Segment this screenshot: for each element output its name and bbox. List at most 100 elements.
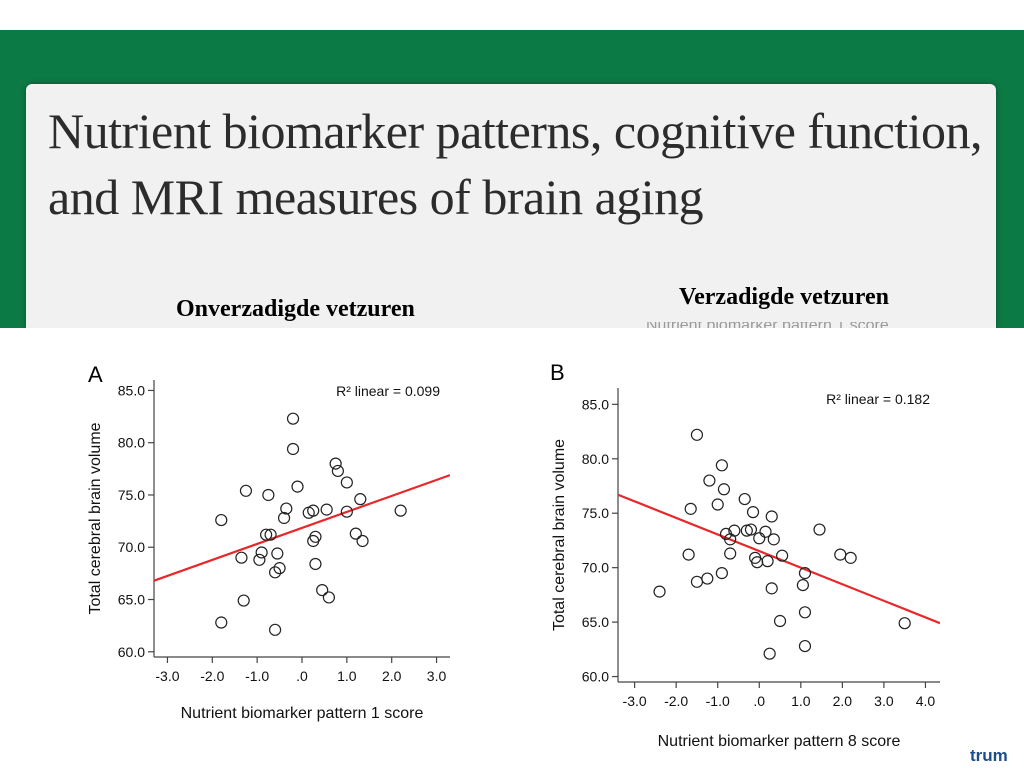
data-point bbox=[394, 504, 407, 517]
data-point bbox=[738, 492, 751, 506]
data-point bbox=[307, 534, 320, 548]
panel-label: B bbox=[550, 360, 565, 385]
chart-panel-b: B 60.0 65.0 70.0 75.0 80.0 85.0 -3.0 -2.0 -1.0 .0 1… bbox=[540, 352, 950, 760]
x-tick-label: 4.0 bbox=[916, 693, 936, 709]
data-point bbox=[286, 412, 300, 425]
data-point bbox=[340, 476, 353, 489]
data-point bbox=[291, 480, 304, 493]
figure-area bbox=[0, 328, 1024, 768]
data-point bbox=[215, 513, 228, 527]
data-point bbox=[715, 567, 728, 580]
y-axis-title: Total cerebral brain volume bbox=[551, 439, 568, 631]
x-axis-title: Nutrient biomarker pattern 8 score bbox=[658, 733, 901, 750]
data-point bbox=[349, 527, 362, 540]
x-tick-label: 3.0 bbox=[874, 693, 894, 709]
data-point bbox=[765, 582, 778, 595]
data-point bbox=[690, 428, 704, 441]
y-tick-label: 85.0 bbox=[118, 382, 145, 398]
data-point bbox=[767, 533, 780, 546]
data-point bbox=[356, 534, 369, 548]
footer-logo-text: trum bbox=[970, 746, 1008, 765]
data-point bbox=[268, 623, 282, 636]
scatter-chart-a: A 60.0 65.0 70.0 75.0 80.0 85.0 -3.0 -2.0 -1.0 .0 1… bbox=[87, 362, 450, 722]
data-point bbox=[834, 548, 847, 561]
y-tick-label: 75.0 bbox=[118, 487, 145, 503]
data-point bbox=[703, 474, 716, 487]
data-point bbox=[690, 575, 704, 588]
data-point bbox=[271, 547, 284, 560]
data-point bbox=[235, 551, 248, 564]
data-point bbox=[796, 578, 809, 592]
y-tick-label: 60.0 bbox=[118, 644, 145, 660]
data-point bbox=[280, 502, 293, 515]
data-point bbox=[239, 484, 253, 497]
x-tick-label: 1.0 bbox=[791, 693, 811, 709]
title-card bbox=[26, 84, 996, 328]
regression-line bbox=[618, 493, 940, 625]
data-point bbox=[653, 585, 666, 598]
data-point bbox=[765, 510, 778, 523]
data-point bbox=[813, 523, 826, 536]
x-tick-label: -2.0 bbox=[200, 668, 224, 684]
y-tick-label: 80.0 bbox=[582, 451, 609, 467]
data-point bbox=[711, 498, 724, 511]
data-point bbox=[776, 549, 789, 562]
r2-annotation: R² linear = 0.182 bbox=[826, 391, 930, 407]
data-point bbox=[264, 528, 277, 541]
r2-annotation: R² linear = 0.099 bbox=[336, 383, 440, 399]
slide-title: Nutrient biomarker patterns, cognitive f… bbox=[48, 103, 983, 225]
data-point bbox=[237, 594, 250, 607]
data-point bbox=[744, 523, 758, 536]
x-tick-label: -1.0 bbox=[245, 668, 269, 684]
data-point bbox=[773, 614, 787, 628]
scatter-chart-b: B 60.0 65.0 70.0 75.0 80.0 85.0 -3.0 -2.0 -1.0 .0 1… bbox=[550, 360, 940, 750]
data-point bbox=[354, 493, 367, 506]
data-point bbox=[277, 511, 291, 525]
data-point bbox=[307, 504, 320, 517]
y-tick-label: 80.0 bbox=[118, 435, 145, 451]
data-point bbox=[746, 506, 760, 519]
data-point bbox=[761, 555, 774, 568]
data-point bbox=[717, 483, 731, 496]
y-tick-label: 85.0 bbox=[582, 396, 609, 412]
x-tick-label: 2.0 bbox=[833, 693, 853, 709]
data-point bbox=[715, 459, 728, 472]
data-point bbox=[898, 617, 911, 630]
y-tick-label: 70.0 bbox=[118, 539, 145, 555]
chart-panel-a: A 60.0 65.0 70.0 75.0 80.0 85.0 -3.0 -2.0 -1.0 .0 1… bbox=[80, 352, 460, 732]
y-tick-label: 65.0 bbox=[118, 592, 145, 608]
x-tick-label: -3.0 bbox=[155, 668, 179, 684]
x-tick-label: -1.0 bbox=[706, 693, 730, 709]
data-point bbox=[262, 488, 275, 502]
data-point bbox=[684, 502, 697, 515]
data-point bbox=[309, 557, 322, 571]
x-axis-title: Nutrient biomarker pattern 1 score bbox=[181, 705, 424, 722]
data-point bbox=[309, 530, 322, 543]
subtitle-saturated: Verzadigde vetzuren bbox=[679, 284, 889, 310]
data-point bbox=[682, 548, 695, 561]
cropped-caption-fragment: Nutrient biomarker pattern 1 score bbox=[646, 322, 936, 338]
x-tick-label: .0 bbox=[296, 668, 308, 684]
data-point bbox=[724, 533, 737, 546]
data-point bbox=[255, 546, 268, 559]
data-point bbox=[260, 528, 273, 541]
data-point bbox=[320, 503, 333, 516]
data-point bbox=[724, 547, 737, 560]
data-point bbox=[329, 457, 342, 470]
x-tick-label: 1.0 bbox=[337, 668, 357, 684]
data-point bbox=[701, 572, 714, 585]
y-tick-label: 60.0 bbox=[582, 669, 609, 685]
data-point bbox=[751, 556, 764, 569]
data-point bbox=[273, 562, 286, 575]
data-point bbox=[253, 553, 266, 566]
data-point bbox=[286, 442, 300, 456]
x-tick-label: 3.0 bbox=[427, 668, 447, 684]
data-point bbox=[340, 505, 353, 518]
data-point bbox=[316, 584, 329, 597]
data-point bbox=[798, 567, 812, 580]
data-point bbox=[331, 464, 344, 478]
x-tick-label: -3.0 bbox=[623, 693, 647, 709]
data-point bbox=[798, 606, 812, 619]
data-point bbox=[844, 551, 857, 564]
data-point bbox=[759, 525, 772, 538]
